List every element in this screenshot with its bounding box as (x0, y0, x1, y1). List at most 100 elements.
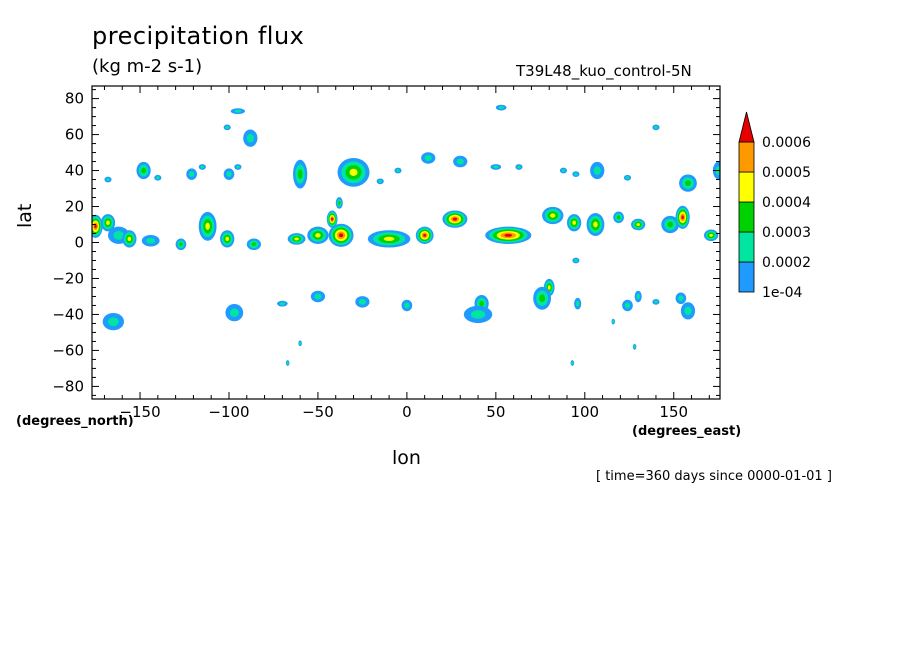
precip-contour-0.0002 (234, 109, 242, 113)
precip-contour-0.0006 (94, 224, 97, 229)
precip-contour-0.0002 (188, 171, 195, 178)
precip-feature (515, 164, 523, 170)
precip-feature (495, 104, 507, 111)
precip-feature (490, 164, 502, 170)
precip-feature (442, 210, 468, 228)
precip-contour-0.0004 (106, 220, 110, 225)
precip-contour-0.0002 (493, 165, 499, 169)
contour-features (92, 104, 720, 366)
precip-contour-0.0002 (358, 298, 366, 305)
precip-feature (567, 214, 582, 232)
precip-contour-0.0002 (146, 237, 156, 244)
precip-contour-0.0002 (625, 176, 630, 180)
precip-contour-0.0002 (654, 300, 658, 304)
precip-contour-0.0002 (396, 169, 400, 172)
precip-contour-0.0006 (504, 233, 513, 237)
x-tick-label: −50 (302, 403, 334, 421)
precip-contour-0.0002 (286, 361, 289, 365)
precip-contour-0.0002 (246, 133, 254, 143)
precip-feature (376, 178, 384, 185)
precip-contour-0.0002 (470, 310, 486, 319)
precip-contour-0.0004 (636, 223, 640, 226)
precip-feature (225, 304, 244, 322)
precip-contour-0.0002 (636, 293, 640, 300)
precip-feature (198, 164, 206, 170)
precip-contour-0.0003 (539, 294, 546, 303)
precip-feature (634, 290, 642, 303)
precip-feature (154, 174, 162, 181)
y-tick-label: 20 (65, 198, 84, 216)
precip-contour-0.0002 (456, 158, 464, 165)
precip-contour-0.0006 (452, 217, 457, 221)
y-tick-label: −40 (52, 305, 84, 323)
precip-contour-0.0002 (378, 179, 382, 183)
precip-feature (485, 226, 532, 244)
precip-feature (652, 298, 660, 305)
precip-feature (104, 176, 112, 183)
precip-contour-0.0002 (404, 302, 410, 309)
colorbar-triangle (738, 111, 755, 143)
x-tick-label: 100 (570, 403, 599, 421)
precip-feature (632, 343, 637, 350)
precip-feature (243, 129, 258, 147)
precip-contour-0.0004 (349, 168, 358, 176)
precip-contour-0.0002 (574, 259, 578, 262)
precip-feature (401, 299, 413, 312)
precip-contour-0.0004 (205, 222, 210, 230)
precip-contour-0.0002 (156, 176, 160, 180)
precip-contour-0.0002 (298, 341, 302, 345)
precip-contour-0.0004 (315, 233, 321, 238)
colorbar-box (738, 261, 755, 293)
precip-contour-0.0002 (678, 295, 684, 302)
precip-contour-0.0006 (338, 233, 344, 238)
colorbar-label: 0.0003 (762, 225, 811, 241)
precip-contour-0.0002 (229, 308, 239, 317)
colorbar-label: 0.0005 (762, 165, 811, 181)
precip-feature (542, 206, 564, 225)
chart-units: (kg m-2 s-1) (92, 56, 203, 77)
precip-feature (622, 299, 633, 312)
precip-contour-0.0003 (141, 167, 146, 174)
precip-feature (572, 257, 580, 264)
precip-feature (298, 340, 302, 347)
precip-feature (328, 223, 354, 247)
precip-feature (122, 230, 137, 248)
precip-contour-0.0003 (479, 300, 484, 307)
y-tick-label: 60 (65, 126, 84, 144)
precip-contour-0.0002 (424, 155, 432, 161)
x-tick-label: 0 (402, 403, 412, 421)
precip-feature (533, 286, 551, 310)
precip-feature (285, 360, 290, 366)
precip-feature (394, 167, 402, 174)
precip-feature (326, 210, 338, 228)
y-tick-label: 0 (74, 234, 84, 252)
dataset-name: T39L48_kuo_control-5N (516, 62, 692, 80)
axis-ticks: −150 −100 −50 0 50 100 150 80 60 40 20 0 −20 −40 −60 −8… (52, 86, 720, 421)
chart-title: precipitation flux (92, 22, 305, 50)
time-footnote: [ time=360 days since 0000-01-01 ] (596, 469, 832, 484)
precip-contour-0.0004 (547, 285, 551, 290)
colorbar-box (738, 231, 755, 263)
precip-feature (415, 226, 434, 244)
colorbar-label: 1e-04 (762, 285, 802, 301)
x-tick-label: 50 (486, 403, 505, 421)
precip-feature (307, 226, 329, 244)
precip-contour-0.0004 (572, 220, 576, 225)
colorbar-box (738, 171, 755, 203)
y-tick-label: −60 (52, 341, 84, 359)
precip-contour-0.0002 (498, 106, 504, 110)
precip-contour-0.0006 (423, 233, 427, 237)
y-tick-label: −80 (52, 377, 84, 395)
precip-contour-0.0002 (314, 293, 322, 300)
precip-feature (675, 292, 687, 305)
precip-feature (661, 215, 680, 234)
precip-contour-0.0002 (633, 345, 636, 349)
precip-contour-0.0003 (685, 180, 691, 187)
x-axis-label: lon (392, 447, 421, 469)
precip-feature (102, 313, 125, 331)
precip-feature (611, 318, 616, 325)
precip-feature (100, 214, 116, 232)
precip-contour-0.0003 (251, 242, 257, 247)
precip-feature (572, 171, 580, 178)
